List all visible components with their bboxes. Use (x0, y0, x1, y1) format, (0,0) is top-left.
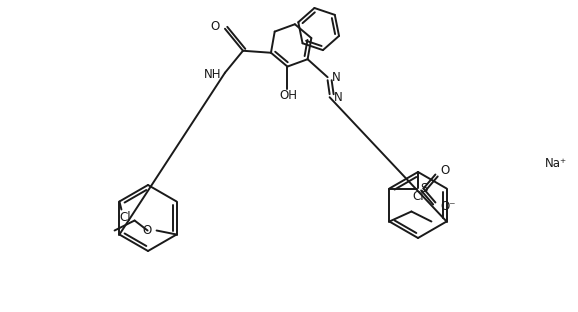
Text: OH: OH (279, 89, 298, 102)
Text: O: O (211, 20, 220, 33)
Text: O⁻: O⁻ (440, 200, 456, 213)
Text: N: N (332, 71, 340, 84)
Text: O: O (142, 224, 151, 237)
Text: N: N (334, 91, 342, 104)
Text: Na⁺: Na⁺ (545, 157, 567, 170)
Text: Cl: Cl (120, 211, 131, 224)
Text: Cl: Cl (412, 189, 424, 202)
Text: O: O (440, 164, 450, 177)
Text: S: S (420, 182, 428, 195)
Text: NH: NH (203, 68, 221, 81)
